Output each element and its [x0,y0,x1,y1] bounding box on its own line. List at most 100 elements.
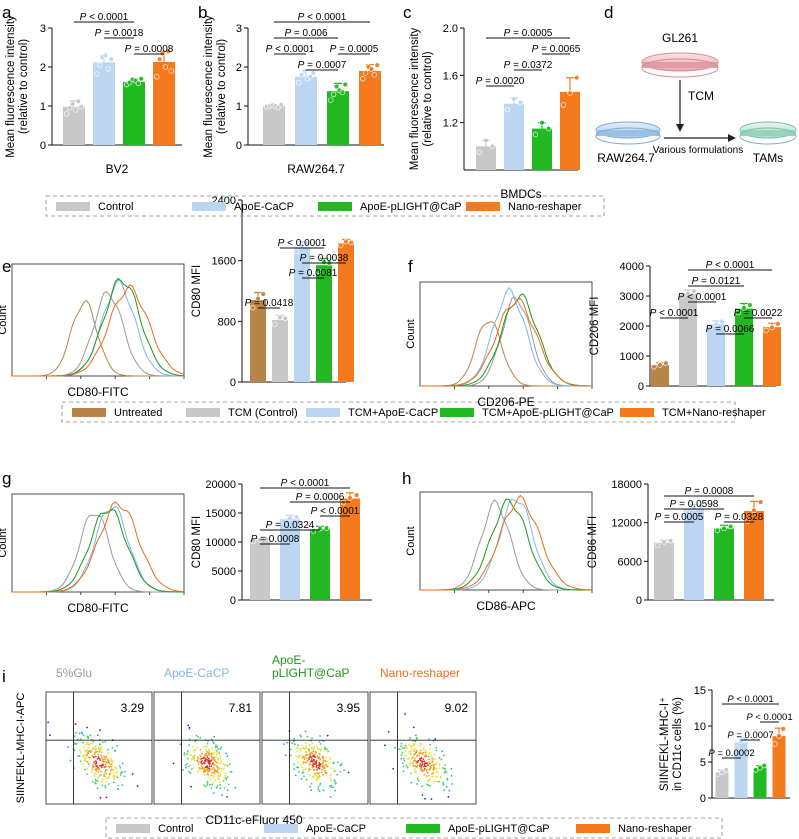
bar [504,103,524,170]
legend-entry: TCM+ApoE-pLIGHT@CaP [482,407,614,419]
flow-event [307,748,309,750]
flow-event [293,737,296,740]
bar-chart-f: 0 1000 2000 3000 4000 CD206 MFI P < 0.0001 P = … [589,260,783,393]
flow-event [102,778,104,781]
data-point [69,101,76,107]
data-point [654,542,661,548]
flow-event [423,764,426,766]
data-point [567,90,573,96]
flow-event [308,758,310,760]
flow-event [433,753,436,756]
flow-event [438,780,440,783]
legend-entry: ApoE-pLIGHT@CaP [448,823,550,835]
flow-event [324,760,326,762]
y-tick-label: 2 [236,62,242,74]
data-point [489,143,496,150]
flow-event [417,780,420,782]
flow-event [205,768,208,771]
flow-event [418,744,421,747]
flow-event [197,736,200,738]
flow-event [305,761,308,764]
data-point [78,104,84,110]
flow-event [309,768,311,771]
flow-event [319,782,322,785]
y-tick-label: 1.2 [443,118,458,130]
flow-event [47,721,49,724]
data-point [135,80,142,87]
flow-event [304,742,307,744]
flow-event [216,746,218,748]
flow-event [411,748,413,751]
flow-event [435,763,437,766]
histogram-h: CD86-APC Count [405,491,593,613]
data-point [156,56,163,62]
data-point [165,48,172,55]
flow-event [95,765,97,767]
flow-event [105,796,108,799]
flow-event [186,762,189,765]
flow-event [207,773,210,776]
data-point [684,510,691,516]
flow-event [117,788,120,790]
flow-event [387,730,390,733]
flow-event [401,747,404,750]
y-axis-label: (relative to control) [18,39,30,134]
flow-event [96,787,99,790]
flow-event [86,753,89,756]
flow-event [310,760,313,762]
flow-event [100,754,103,757]
flow-event [187,765,190,768]
flow-event [340,763,343,766]
flow-event [419,752,422,754]
flow-event [94,778,97,781]
flow-event [86,726,88,729]
flow-event [304,768,307,770]
flow-event [326,748,328,751]
p-value-label: P = 0.0018 [95,28,144,39]
flow-event [404,754,407,757]
legend-frame [105,817,723,839]
flow-event [186,753,189,755]
flow-event [414,768,416,770]
bar [679,293,697,386]
flow-event [308,750,310,752]
bar [651,365,669,386]
flow-event [228,783,230,786]
legend-swatch [576,824,610,833]
flow-event [95,750,97,753]
flow-event [432,769,435,771]
flow-event [93,775,95,777]
flow-event [423,768,426,770]
flow-event [210,752,213,755]
panel-letter-b: b [198,3,207,22]
flow-event [308,743,311,746]
flow-event [297,756,300,759]
flow-event [217,757,220,760]
flow-event [204,754,207,757]
flow-event [421,794,424,796]
data-point [714,527,721,534]
flow-event [302,761,305,763]
bar [684,509,704,600]
flow-event [201,767,204,770]
flow-event [199,748,202,751]
flow-event [187,757,190,760]
flow-event [311,752,314,755]
flow-event [97,753,100,756]
data-point [108,56,114,62]
flow-event [330,786,333,788]
flow-event [192,745,195,748]
flow-event [217,752,220,754]
flow-event [425,751,428,753]
gl261-dish-wall [642,62,718,68]
flow-event [100,748,103,750]
data-point [691,288,697,294]
flow-event [105,756,108,759]
data-point [293,514,300,520]
flow-event [213,775,216,778]
flow-event [205,748,207,750]
p-value-label: P = 0.0008 [251,534,300,545]
flow-event [218,767,220,769]
flow-event [323,765,326,768]
p-value-label: P = 0.0418 [245,298,294,309]
